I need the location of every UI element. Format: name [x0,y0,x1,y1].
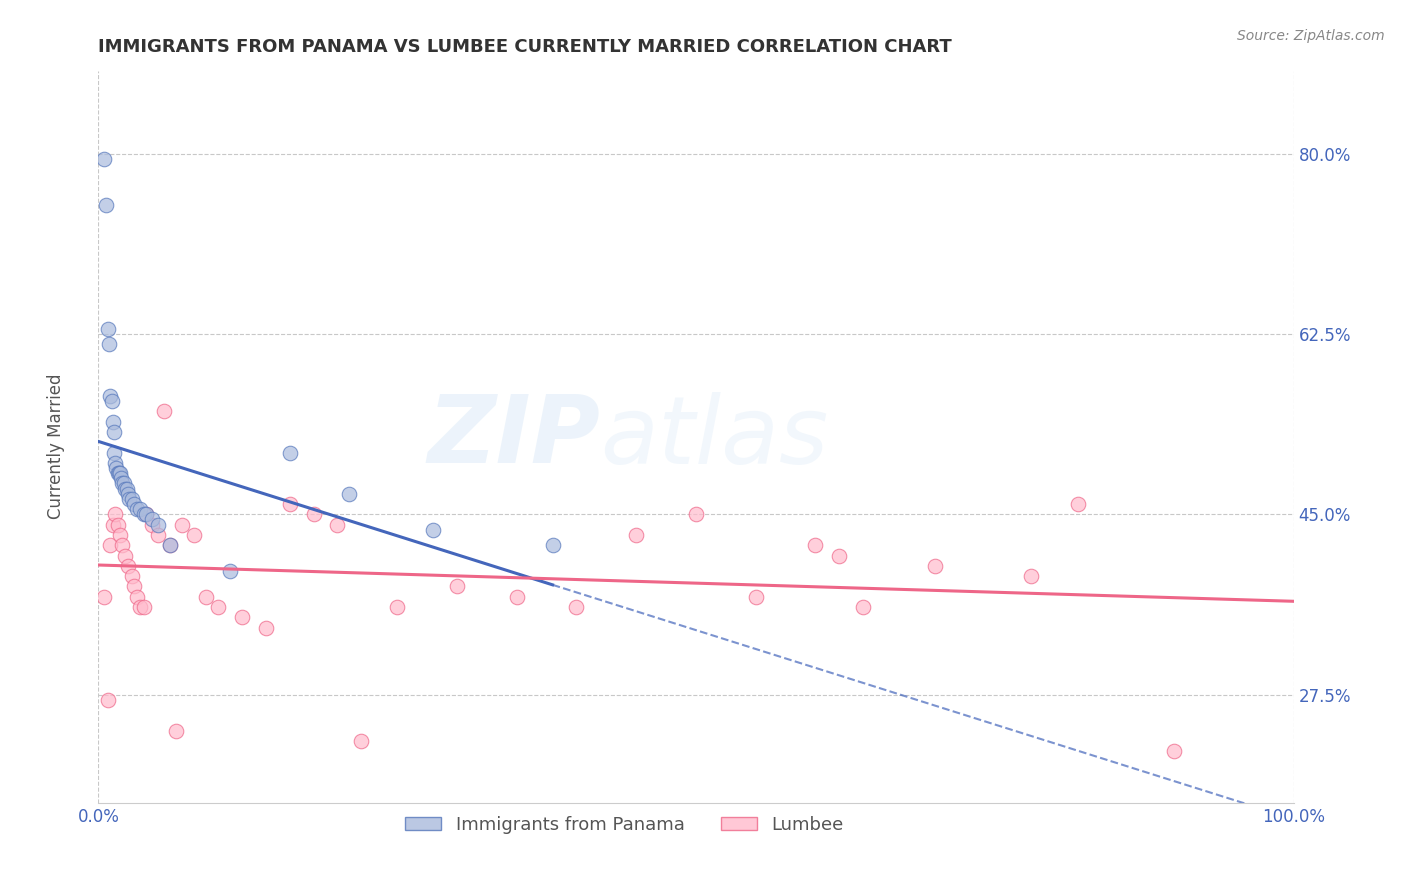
Point [98,389,122,403]
Point [626,528,648,542]
Point [745,590,768,604]
Point [132,600,155,615]
Point [107,517,129,532]
Point [852,600,875,615]
Point [804,538,827,552]
Point [159,538,181,552]
Point [97,693,120,707]
Point [1163,744,1185,758]
Point [129,600,152,615]
Point [685,508,707,522]
Point [148,528,170,542]
Point [446,579,468,593]
Point [115,482,138,496]
Point [141,512,163,526]
Point [195,590,218,604]
Text: ZIP: ZIP [427,391,600,483]
Point [385,600,409,615]
Point [506,590,529,604]
Point [165,723,187,738]
Point [278,445,301,459]
Point [110,471,132,485]
Point [135,508,157,522]
Point [339,487,361,501]
Point [1019,569,1042,583]
Text: atlas: atlas [600,392,828,483]
Point [98,337,121,351]
Point [124,497,146,511]
Point [117,487,139,501]
Text: Currently Married: Currently Married [48,373,65,519]
Point [93,590,115,604]
Point [141,517,163,532]
Point [159,538,181,552]
Point [153,404,176,418]
Point [219,564,242,578]
Point [350,734,373,748]
Point [148,517,170,532]
Point [108,528,131,542]
Point [118,491,141,506]
Point [121,491,143,506]
Point [121,569,143,583]
Point [117,558,139,573]
Point [302,508,325,522]
Text: Source: ZipAtlas.com: Source: ZipAtlas.com [1237,29,1385,43]
Point [129,502,152,516]
Point [278,497,301,511]
Point [565,600,588,615]
Point [101,415,124,429]
Point [114,549,136,563]
Point [104,456,127,470]
Point [111,476,134,491]
Point [103,425,125,439]
Point [132,508,155,522]
Point [104,508,127,522]
Point [1067,497,1090,511]
Point [231,610,253,624]
Point [93,152,115,166]
Point [107,466,129,480]
Point [541,538,564,552]
Point [108,466,131,480]
Point [111,538,134,552]
Legend: Immigrants from Panama, Lumbee: Immigrants from Panama, Lumbee [398,809,851,841]
Point [97,322,120,336]
Point [101,517,124,532]
Point [100,394,122,409]
Point [105,461,128,475]
Point [98,538,122,552]
Point [103,445,125,459]
Point [107,466,129,480]
Point [125,590,148,604]
Point [124,579,146,593]
Text: IMMIGRANTS FROM PANAMA VS LUMBEE CURRENTLY MARRIED CORRELATION CHART: IMMIGRANTS FROM PANAMA VS LUMBEE CURRENT… [98,38,952,56]
Point [422,523,444,537]
Point [125,502,148,516]
Point [172,517,194,532]
Point [326,517,349,532]
Point [183,528,205,542]
Point [254,621,277,635]
Point [94,198,117,212]
Point [828,549,851,563]
Point [135,508,157,522]
Point [114,482,136,496]
Point [112,476,135,491]
Point [924,558,946,573]
Point [207,600,229,615]
